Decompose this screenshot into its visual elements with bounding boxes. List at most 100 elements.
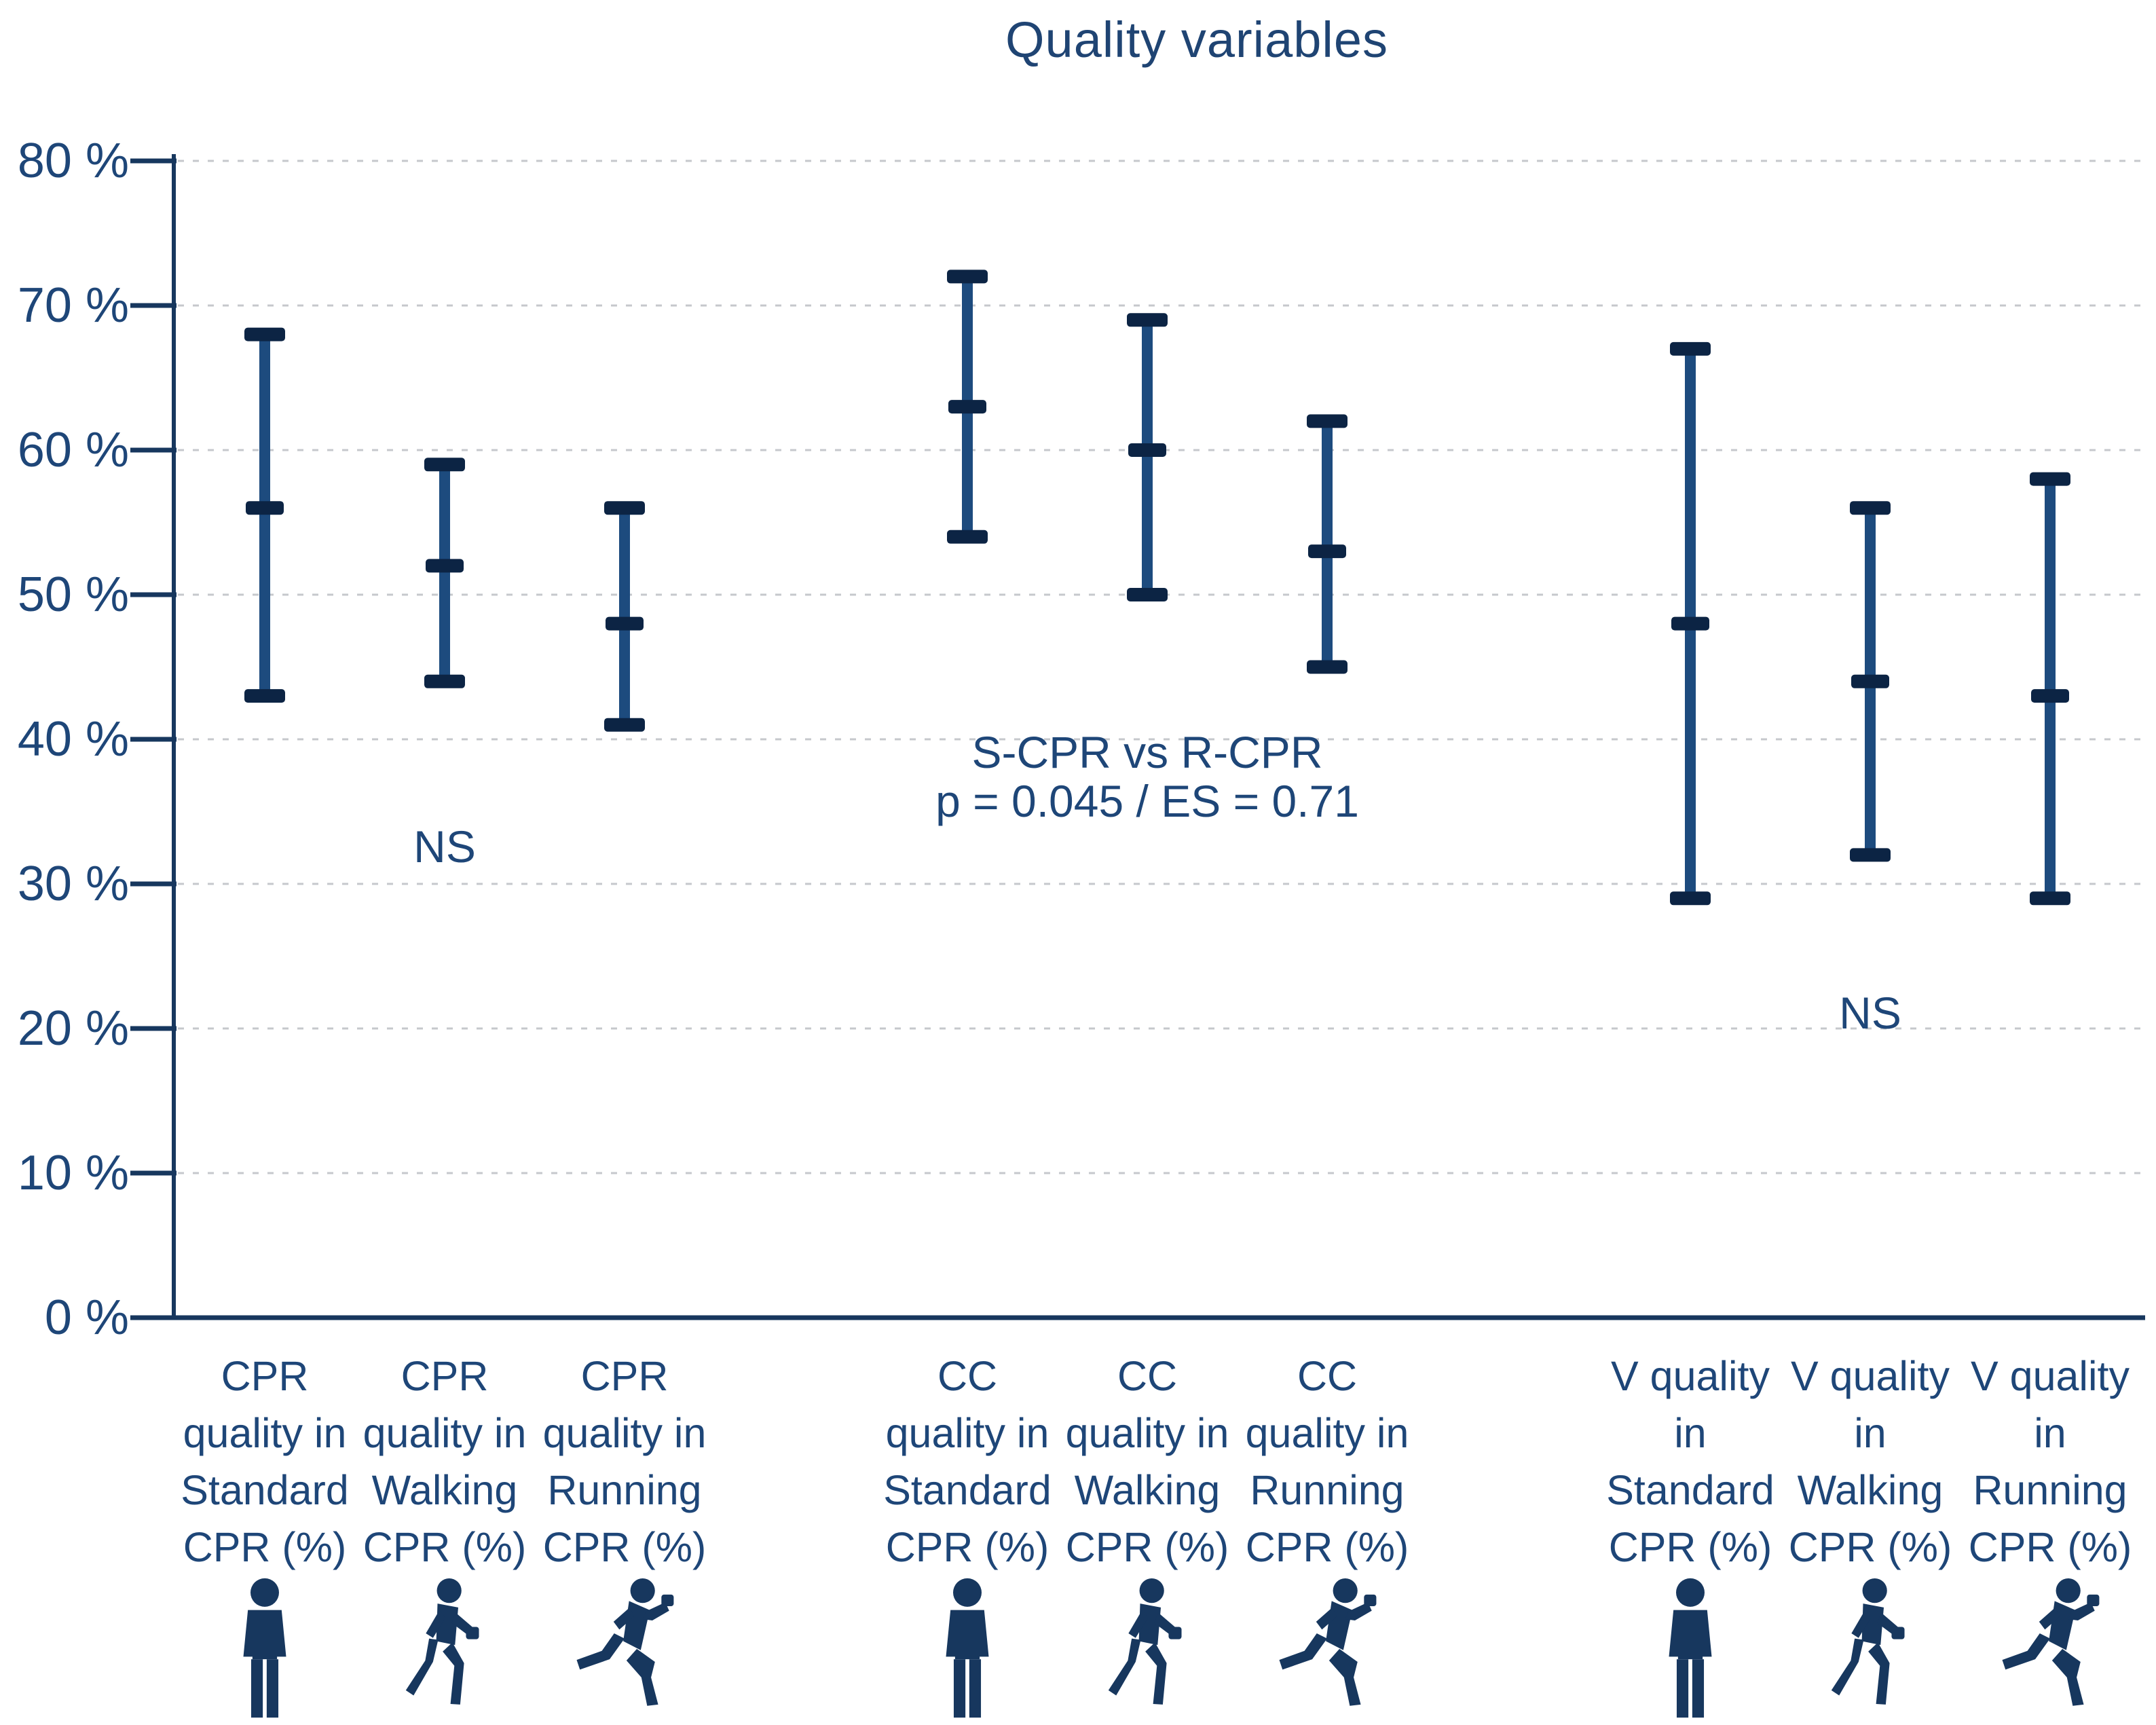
y-tick-label: 40 % [17,712,129,766]
error-bar-cap-high [1850,501,1891,515]
error-bar-median-tick [1851,674,1889,688]
x-category-label: V quality in Running CPR (%) [1928,1348,2156,1576]
chart-title: Quality variables [1005,12,1388,68]
error-bar-cap-high [244,327,285,341]
error-bar-median-tick [1671,616,1709,631]
error-bar [2030,472,2070,906]
x-category-label-line: CC [937,1353,998,1399]
x-category-label-line: V quality [1791,1353,1950,1399]
x-category-label-line: CPR (%) [183,1524,347,1570]
x-category-label-line: Walking [371,1467,518,1513]
error-bar [1850,501,1891,862]
walking-person-icon [396,1576,494,1719]
y-tick-label: 60 % [17,423,129,477]
x-category-label: CPR quality in Walking CPR (%) [322,1348,567,1576]
error-bar-cap-high [947,270,988,284]
walking-person-icon [1099,1576,1196,1719]
error-bar-median-tick [2031,689,2069,703]
x-category-label-line: Walking [1797,1467,1944,1513]
x-category-label-line: quality in [183,1410,347,1456]
significance-annotation: NS [1497,988,2156,1037]
x-category-label-line: CC [1117,1353,1178,1399]
x-category-label-line: CPR (%) [1245,1524,1409,1570]
x-category-label: CPR quality in Running CPR (%) [502,1348,747,1576]
x-category-label-line: CPR (%) [1608,1524,1772,1570]
error-bar-cap-high [1127,313,1168,327]
error-bar-stem [259,334,270,697]
error-bar-stem [1322,421,1333,667]
x-category-label-line: quality in [363,1410,527,1456]
x-category-label-line: CPR [401,1353,489,1399]
error-bar-cap-low [947,530,988,544]
y-tick-label: 70 % [17,278,129,333]
error-bar-cap-high [1307,414,1348,428]
x-category-label: CC quality in Running CPR (%) [1205,1348,1449,1576]
x-category-label-line: CC [1297,1353,1358,1399]
error-bar-cap-low [2030,891,2070,906]
error-bar [1127,313,1168,601]
error-bar-cap-high [1670,341,1711,356]
y-tick-label: 50 % [17,568,129,622]
error-bar-median-tick [1308,544,1346,559]
running-person-icon [570,1576,680,1719]
error-bar-cap-low [1307,660,1348,674]
error-bar-cap-low [1850,848,1891,862]
error-bar [947,270,988,544]
x-category-label: CPR quality in Standard CPR (%) [143,1348,387,1576]
x-category-label-line: Standard [883,1467,1052,1513]
y-tick-label: 0 % [44,1291,129,1345]
x-category-label-line: CPR [221,1353,309,1399]
standing-person-icon [226,1576,304,1719]
x-category-label-line: CPR (%) [1968,1524,2132,1570]
x-category-label: V quality in Standard CPR (%) [1568,1348,1813,1576]
running-person-icon [1272,1576,1382,1719]
x-category-label-line: V quality [1611,1353,1770,1399]
significance-annotation-line: S-CPR vs R-CPR [971,727,1323,778]
x-category-label-line: quality in [1065,1410,1229,1456]
x-category-label-line: CPR (%) [542,1524,707,1570]
y-tick-label: 30 % [17,857,129,911]
error-bar-cap-high [2030,472,2070,486]
error-bar-stem [619,508,630,725]
x-category-label-line: CPR (%) [885,1524,1049,1570]
x-category-label-line: quality in [885,1410,1049,1456]
significance-annotation-line: p = 0.045 / ES = 0.71 [935,776,1359,827]
x-category-label-line: CPR (%) [1788,1524,1952,1570]
x-category-label-line: CPR (%) [1065,1524,1229,1570]
error-bar [604,501,645,732]
x-category-label-line: quality in [542,1410,707,1456]
running-person-icon [1995,1576,2105,1719]
x-category-label-line: Running [1250,1467,1405,1513]
significance-annotation: S-CPR vs R-CPR p = 0.045 / ES = 0.71 [774,728,1521,826]
error-bar-median-tick [606,616,644,631]
standing-person-icon [1652,1576,1730,1719]
x-category-label-line: CPR [580,1353,669,1399]
x-category-label-line: quality in [1245,1410,1409,1456]
error-bar-median-tick [1128,443,1166,457]
x-category-label-line: CPR (%) [363,1524,527,1570]
significance-annotation-line: NS [1839,987,1901,1038]
error-bar-cap-low [1670,891,1711,906]
error-bar [244,327,285,703]
x-category-label: V quality in Walking CPR (%) [1748,1348,1992,1576]
error-bar-median-tick [426,559,464,573]
y-tick-label: 80 % [17,134,129,188]
error-bar-cap-low [1127,588,1168,601]
x-category-label-line: Standard [181,1467,349,1513]
error-bar-cap-low [424,674,465,688]
y-tick-label: 20 % [17,1001,129,1056]
error-bar-cap-low [244,689,285,703]
walking-person-icon [1822,1576,1919,1719]
error-bar-median-tick [246,501,284,515]
x-category-label-line: V quality [1971,1353,2130,1399]
error-bar [1670,341,1711,906]
x-category-label: CC quality in Standard CPR (%) [845,1348,1090,1576]
error-bar-median-tick [948,400,986,414]
x-category-label-line: in [1674,1410,1707,1456]
error-bar-cap-low [604,718,645,732]
significance-annotation-line: NS [413,821,476,872]
error-bar-stem [439,464,450,682]
error-bar [424,458,465,688]
